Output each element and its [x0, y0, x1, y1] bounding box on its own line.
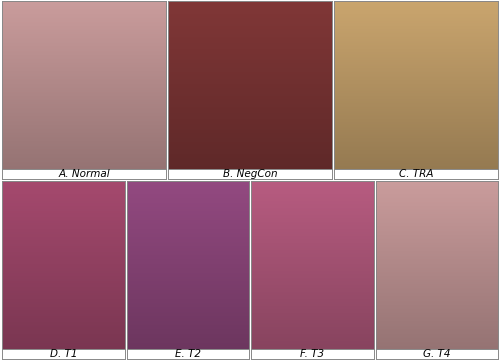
Text: D. T1: D. T1	[50, 349, 77, 359]
Text: G. T4: G. T4	[423, 349, 450, 359]
Text: A. Normal: A. Normal	[58, 169, 110, 179]
Text: E. T2: E. T2	[175, 349, 201, 359]
Text: B. NegCon: B. NegCon	[222, 169, 278, 179]
Text: C. TRA: C. TRA	[399, 169, 433, 179]
Text: F. T3: F. T3	[300, 349, 324, 359]
